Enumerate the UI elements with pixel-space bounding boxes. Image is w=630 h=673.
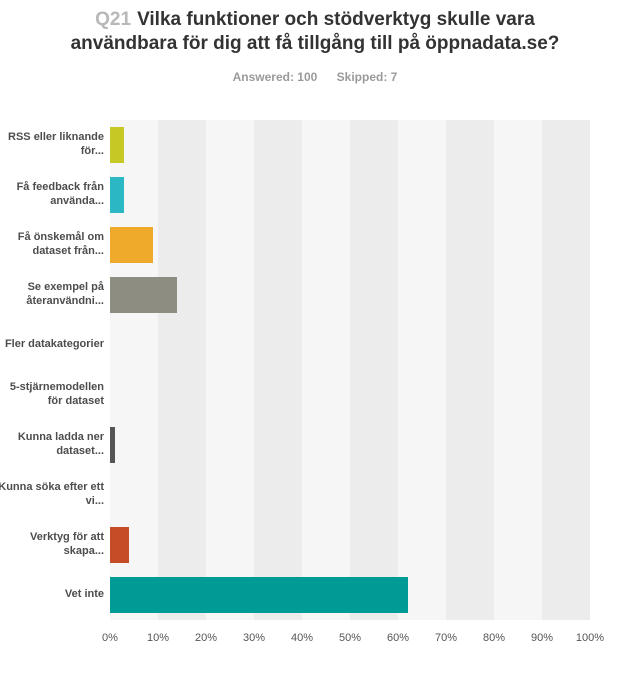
y-axis-label: RSS eller liknande för... [0, 120, 104, 170]
x-axis-tick: 60% [387, 632, 409, 644]
bar-row [110, 470, 590, 520]
bar-row [110, 220, 590, 270]
bar [110, 177, 124, 213]
y-axis-label: Kunna söka efter ett vi... [0, 470, 104, 520]
y-axis-label: Få önskemål om dataset från... [0, 220, 104, 270]
x-axis-tick: 0% [102, 632, 118, 644]
bar [110, 527, 129, 563]
question-number: Q21 [95, 9, 131, 30]
y-axis-label: Få feedback från använda... [0, 170, 104, 220]
answered-count: Answered: 100 [233, 70, 318, 84]
x-axis-tick: 80% [483, 632, 505, 644]
x-axis-tick: 40% [291, 632, 313, 644]
response-meta: Answered: 100 Skipped: 7 [0, 70, 630, 84]
x-axis-tick: 20% [195, 632, 217, 644]
bar-row [110, 120, 590, 170]
question-text: Vilka funktioner och stödverktyg skulle … [71, 9, 560, 54]
bar [110, 277, 177, 313]
x-axis-tick: 30% [243, 632, 265, 644]
bar [110, 227, 153, 263]
x-axis-tick: 90% [531, 632, 553, 644]
plot-area [110, 120, 590, 620]
bar [110, 427, 115, 463]
y-axis-label: Se exempel på återanvändni... [0, 270, 104, 320]
y-axis-label: Fler datakategorier [0, 320, 104, 370]
bar-row [110, 320, 590, 370]
x-axis-tick: 10% [147, 632, 169, 644]
bar-row [110, 270, 590, 320]
x-axis-tick: 50% [339, 632, 361, 644]
bar-row [110, 520, 590, 570]
skipped-count: Skipped: 7 [337, 70, 398, 84]
bar [110, 127, 124, 163]
bar-row [110, 420, 590, 470]
y-axis-label: Vet inte [0, 570, 104, 620]
y-axis-label: Kunna ladda ner dataset... [0, 420, 104, 470]
y-axis-label: Verktyg för att skapa... [0, 520, 104, 570]
bar-row [110, 370, 590, 420]
y-axis-label: 5-stjärnemodellen för dataset [0, 370, 104, 420]
bar [110, 577, 408, 613]
x-axis-tick: 100% [576, 632, 604, 644]
x-axis-tick: 70% [435, 632, 457, 644]
bar-row [110, 570, 590, 620]
plot-bars [110, 120, 590, 620]
y-axis-labels: RSS eller liknande för...Få feedback frå… [0, 120, 110, 620]
chart-title: Q21Vilka funktioner och stödverktyg skul… [0, 0, 630, 56]
bar-row [110, 170, 590, 220]
